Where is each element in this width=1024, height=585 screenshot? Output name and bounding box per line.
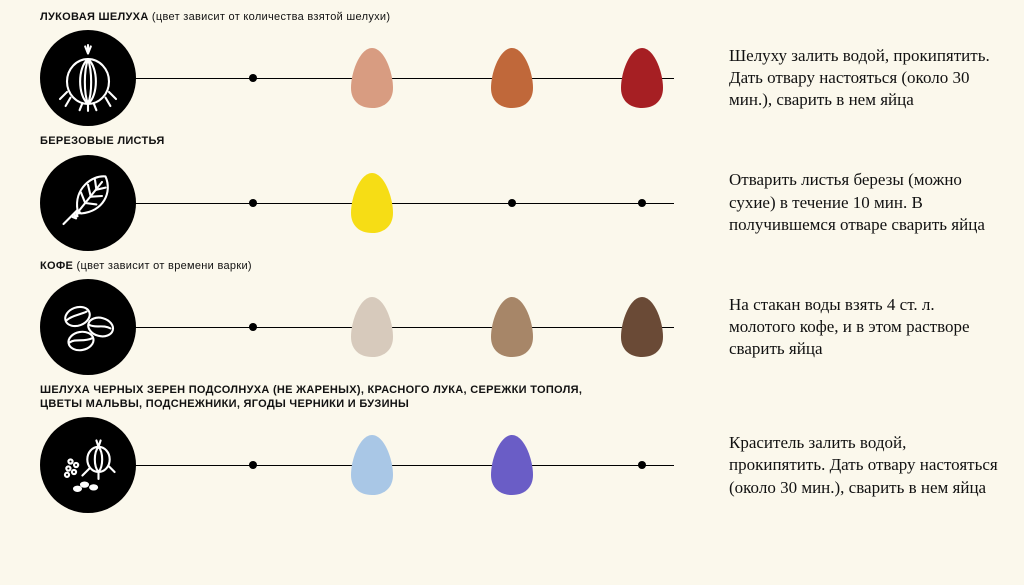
- row-description: Отварить листья березы (можно сухие) в т…: [674, 169, 1004, 235]
- row-title-main: ШЕЛУХА ЧЕРНЫХ ЗЕРЕН ПОДСОЛНУХА (НЕ ЖАРЕН…: [40, 384, 582, 410]
- egg-swatch: [487, 295, 537, 359]
- timeline-dot: [249, 74, 257, 82]
- infographic-container: ЛУКОВАЯ ШЕЛУХА (цвет зависит от количест…: [40, 10, 1004, 513]
- timeline-line: [134, 327, 674, 328]
- dye-row-mixed: ШЕЛУХА ЧЕРНЫХ ЗЕРЕН ПОДСОЛНУХА (НЕ ЖАРЕН…: [40, 383, 1004, 514]
- row-title: ШЕЛУХА ЧЕРНЫХ ЗЕРЕН ПОДСОЛНУХА (НЕ ЖАРЕН…: [40, 383, 620, 412]
- row-title: ЛУКОВАЯ ШЕЛУХА (цвет зависит от количест…: [40, 10, 620, 24]
- row-description: Краситель залить водой, прокипятить. Дат…: [674, 432, 1004, 498]
- timeline: [134, 155, 674, 251]
- timeline: [134, 417, 674, 513]
- dye-row-coffee: КОФЕ (цвет зависит от времени варки) На …: [40, 259, 1004, 375]
- egg-swatch: [347, 171, 397, 235]
- row-title-sub: (цвет зависит от количества взятой шелух…: [149, 11, 391, 23]
- timeline-dot: [638, 199, 646, 207]
- dye-row-birch: БЕРЕЗОВЫЕ ЛИСТЬЯ Отварить листья березы …: [40, 134, 1004, 250]
- row-description: Шелуху залить водой, прокипятить. Дать о…: [674, 45, 1004, 111]
- row-title-main: КОФЕ: [40, 260, 73, 272]
- onion-icon: [40, 30, 136, 126]
- timeline-line: [134, 203, 674, 204]
- timeline-dot: [249, 199, 257, 207]
- egg-swatch: [617, 295, 667, 359]
- row-title-sub: (цвет зависит от времени варки): [73, 260, 252, 272]
- timeline-dot: [249, 461, 257, 469]
- timeline-line: [134, 465, 674, 466]
- row-title-main: БЕРЕЗОВЫЕ ЛИСТЬЯ: [40, 135, 165, 147]
- timeline-dot: [638, 461, 646, 469]
- row-title-main: ЛУКОВАЯ ШЕЛУХА: [40, 11, 149, 23]
- row-description: На стакан воды взять 4 ст. л. молотого к…: [674, 294, 1004, 360]
- coffee-icon: [40, 279, 136, 375]
- egg-swatch: [347, 46, 397, 110]
- row-body: Шелуху залить водой, прокипятить. Дать о…: [40, 30, 1004, 126]
- egg-swatch: [617, 46, 667, 110]
- dye-row-onion: ЛУКОВАЯ ШЕЛУХА (цвет зависит от количест…: [40, 10, 1004, 126]
- egg-swatch: [347, 295, 397, 359]
- egg-swatch: [487, 433, 537, 497]
- timeline: [134, 279, 674, 375]
- row-title: БЕРЕЗОВЫЕ ЛИСТЬЯ: [40, 134, 620, 148]
- row-body: На стакан воды взять 4 ст. л. молотого к…: [40, 279, 1004, 375]
- timeline-dot: [249, 323, 257, 331]
- egg-swatch: [347, 433, 397, 497]
- row-title: КОФЕ (цвет зависит от времени варки): [40, 259, 620, 273]
- row-body: Краситель залить водой, прокипятить. Дат…: [40, 417, 1004, 513]
- timeline: [134, 30, 674, 126]
- seeds-icon: [40, 417, 136, 513]
- timeline-dot: [508, 199, 516, 207]
- row-body: Отварить листья березы (можно сухие) в т…: [40, 155, 1004, 251]
- egg-swatch: [487, 46, 537, 110]
- timeline-line: [134, 78, 674, 79]
- leaf-icon: [40, 155, 136, 251]
